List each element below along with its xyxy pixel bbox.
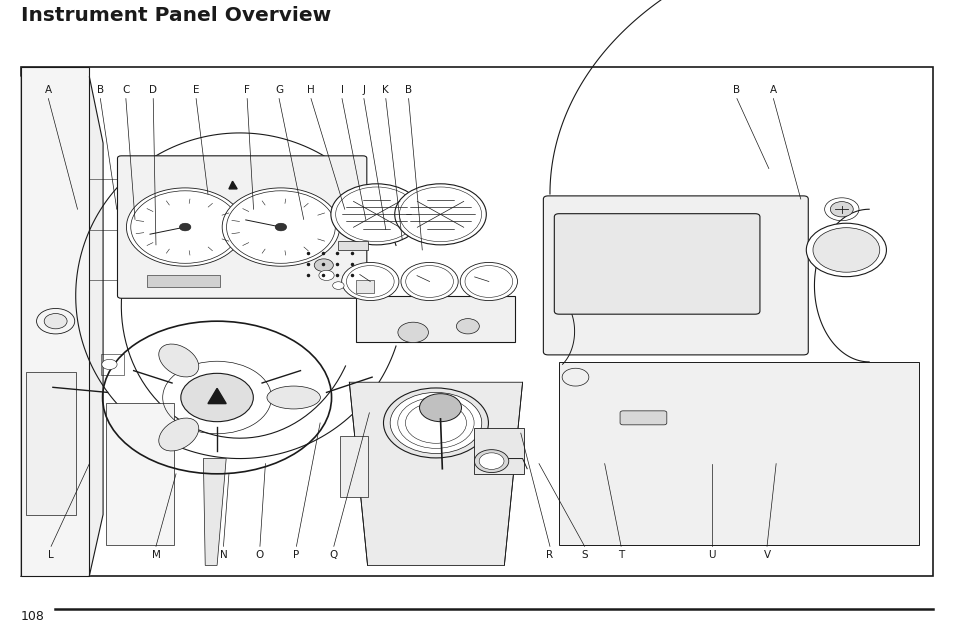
- Bar: [355, 280, 374, 293]
- Circle shape: [474, 450, 508, 473]
- Polygon shape: [229, 181, 237, 189]
- Text: G: G: [274, 85, 283, 95]
- Text: R: R: [546, 550, 553, 560]
- Text: B: B: [96, 85, 104, 95]
- Text: T: T: [618, 550, 623, 560]
- Ellipse shape: [158, 344, 198, 377]
- Text: P: P: [293, 550, 299, 560]
- Circle shape: [829, 202, 852, 217]
- Bar: [340, 436, 367, 497]
- Circle shape: [341, 263, 398, 301]
- Bar: [474, 428, 524, 474]
- Circle shape: [346, 266, 394, 298]
- Circle shape: [456, 319, 478, 334]
- Polygon shape: [203, 459, 226, 565]
- Text: S: S: [580, 550, 587, 560]
- Circle shape: [805, 223, 885, 277]
- Circle shape: [419, 394, 461, 422]
- Circle shape: [399, 187, 481, 242]
- FancyBboxPatch shape: [554, 214, 760, 314]
- Circle shape: [397, 322, 428, 343]
- Circle shape: [181, 373, 253, 422]
- Bar: [21, 67, 932, 576]
- Bar: [26, 372, 75, 515]
- Circle shape: [335, 187, 417, 242]
- Text: V: V: [762, 550, 770, 560]
- FancyBboxPatch shape: [117, 156, 366, 298]
- Text: A: A: [45, 85, 51, 95]
- Circle shape: [333, 282, 344, 289]
- FancyBboxPatch shape: [543, 196, 807, 355]
- Text: J: J: [362, 85, 365, 95]
- Polygon shape: [21, 77, 103, 576]
- Bar: [355, 296, 515, 342]
- Bar: [106, 403, 174, 545]
- Text: B: B: [733, 85, 740, 95]
- Ellipse shape: [267, 386, 320, 409]
- Polygon shape: [208, 389, 226, 404]
- Circle shape: [131, 191, 239, 263]
- Bar: [338, 241, 368, 250]
- Circle shape: [812, 228, 879, 272]
- Circle shape: [318, 270, 334, 280]
- Circle shape: [400, 263, 457, 301]
- Text: L: L: [49, 550, 54, 560]
- Text: O: O: [255, 550, 264, 560]
- Circle shape: [127, 188, 244, 266]
- Text: C: C: [122, 85, 130, 95]
- Text: B: B: [405, 85, 412, 95]
- Circle shape: [314, 259, 333, 272]
- Circle shape: [395, 184, 486, 245]
- Text: A: A: [769, 85, 776, 95]
- Text: D: D: [149, 85, 157, 95]
- Circle shape: [459, 263, 517, 301]
- Circle shape: [478, 453, 503, 469]
- Circle shape: [222, 188, 339, 266]
- Text: 108: 108: [21, 611, 45, 623]
- Text: N: N: [219, 550, 227, 560]
- Text: Instrument Panel Overview: Instrument Panel Overview: [21, 6, 331, 25]
- Bar: [21, 67, 90, 576]
- Text: E: E: [193, 85, 199, 95]
- Text: I: I: [340, 85, 343, 95]
- Ellipse shape: [158, 418, 198, 451]
- Circle shape: [274, 223, 286, 231]
- Circle shape: [226, 191, 335, 263]
- Bar: [101, 354, 124, 375]
- Circle shape: [102, 359, 117, 370]
- Text: U: U: [708, 550, 716, 560]
- Bar: [558, 362, 919, 545]
- Circle shape: [331, 184, 422, 245]
- Bar: [147, 275, 219, 287]
- Text: K: K: [382, 85, 389, 95]
- Circle shape: [390, 392, 481, 453]
- Text: H: H: [307, 85, 314, 95]
- Circle shape: [179, 223, 191, 231]
- Circle shape: [383, 388, 488, 458]
- Circle shape: [405, 266, 453, 298]
- Circle shape: [464, 266, 512, 298]
- Text: Q: Q: [330, 550, 337, 560]
- Text: F: F: [244, 85, 250, 95]
- Polygon shape: [349, 382, 522, 565]
- Text: M: M: [152, 550, 160, 560]
- Circle shape: [44, 314, 67, 329]
- FancyBboxPatch shape: [619, 411, 666, 425]
